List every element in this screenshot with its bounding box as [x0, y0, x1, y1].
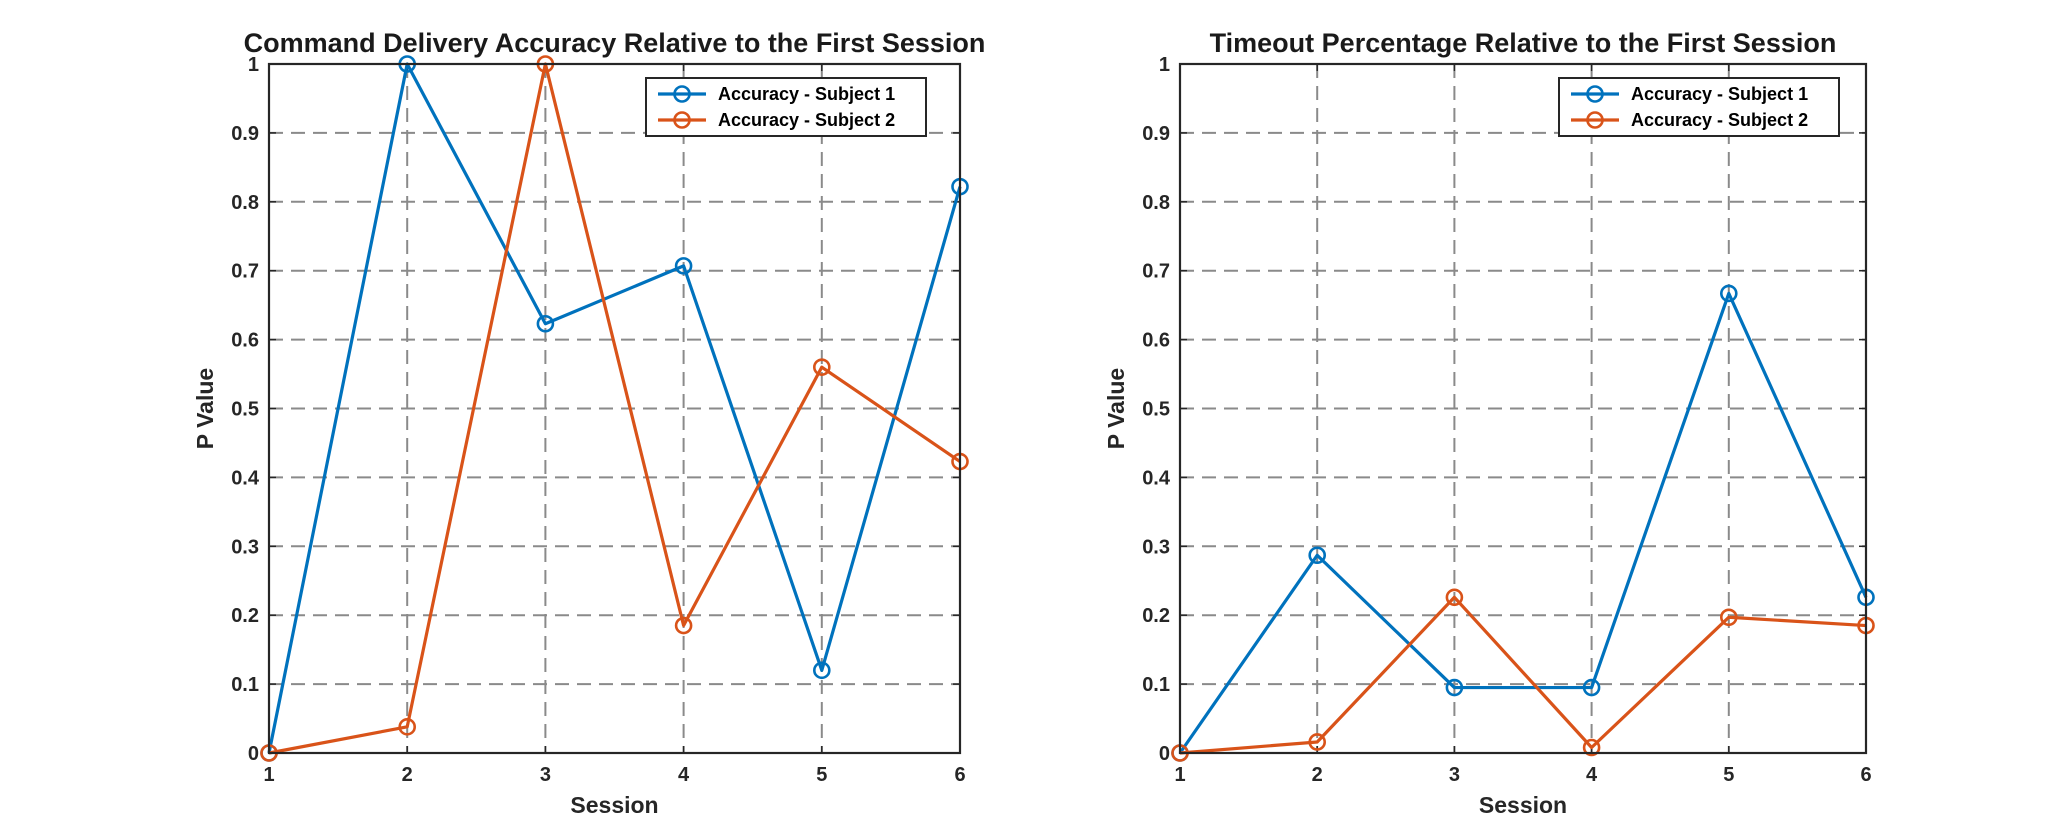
x-tick-label: 5 — [816, 764, 827, 786]
y-tick-label: 0.5 — [231, 399, 259, 421]
legend-marker — [673, 85, 691, 103]
y-tick-label: 0.8 — [1142, 192, 1170, 214]
series-line — [1179, 595, 1867, 755]
data-point — [812, 661, 831, 680]
y-tick-label: 0.1 — [1142, 674, 1170, 696]
chart-panel-right: 1 2 3 4 5 6 0 0.1 0.2 0.3 0.4 0.5 0.6 0.7 0.8 0.9 1 Timeo… — [1103, 28, 1875, 818]
x-axis-label: Session — [570, 792, 658, 818]
grid — [1180, 64, 1866, 753]
x-tick-label: 5 — [1723, 764, 1734, 786]
y-tick-label: 0.7 — [231, 261, 259, 283]
y-tick-label: 0.5 — [1142, 399, 1170, 421]
legend-box — [645, 77, 927, 137]
legend-label: Accuracy - Subject 1 — [1631, 84, 1808, 104]
data-point — [536, 314, 555, 333]
y-tick-label: 0.3 — [1142, 536, 1170, 558]
plot-area — [269, 64, 960, 753]
x-tick-label: 6 — [1860, 764, 1871, 786]
legend-item: Accuracy - Subject 2 — [1571, 110, 1808, 130]
y-axis-label: P Value — [1103, 368, 1129, 449]
y-tick-label: 0 — [1159, 743, 1170, 765]
y-tick-label: 1 — [248, 54, 259, 76]
axes-box — [267, 62, 962, 755]
x-tick-label: 1 — [1174, 764, 1185, 786]
legend-item: Accuracy - Subject 1 — [658, 84, 895, 104]
y-tick-label: 0 — [248, 743, 259, 765]
x-axis-label: Session — [1479, 792, 1567, 818]
data-point — [1720, 284, 1738, 303]
y-tick-label: 0.1 — [231, 674, 259, 696]
data-point — [1582, 738, 1601, 757]
data-point — [1720, 608, 1738, 627]
legend-marker — [1586, 85, 1604, 103]
y-tick-label: 0.9 — [1142, 123, 1170, 145]
y-tick-label: 1 — [1159, 54, 1170, 76]
y-tick-label: 0.2 — [1142, 605, 1170, 627]
y-tick-label: 0.9 — [231, 123, 259, 145]
data-point — [674, 616, 693, 635]
y-axis-label: P Value — [192, 368, 218, 449]
x-tick-label: 6 — [954, 764, 965, 786]
data-point — [1308, 546, 1326, 565]
data-point — [398, 718, 417, 736]
x-tick-label: 4 — [678, 764, 690, 786]
y-tick-label: 0.4 — [231, 467, 260, 489]
legend-marker — [1586, 111, 1604, 129]
data-point — [674, 257, 693, 275]
chart-title: Command Delivery Accuracy Relative to th… — [244, 28, 986, 58]
chart-panel-left: 1 2 3 4 5 600.10.20.30.40.50.60.70.80.91Comma… — [192, 28, 985, 818]
legend: Accuracy - Subject 1 Accuracy - Subject 2 — [1558, 77, 1840, 137]
y-tick-label: 0.3 — [231, 536, 259, 558]
y-tick-label: 0.2 — [231, 605, 259, 627]
legend-label: Accuracy - Subject 1 — [718, 84, 895, 104]
data-point — [1308, 733, 1326, 751]
data-point — [1582, 678, 1601, 697]
x-tick-label: 1 — [263, 764, 274, 786]
y-tick-label: 0.4 — [1142, 467, 1171, 489]
data-point — [1445, 678, 1464, 697]
y-tick-label: 0.6 — [1142, 330, 1170, 352]
legend-item: Accuracy - Subject 2 — [658, 110, 895, 130]
legend-box — [1558, 77, 1840, 137]
axes-box — [1178, 62, 1868, 755]
legend-item: Accuracy - Subject 1 — [1571, 84, 1808, 104]
series-line — [268, 62, 961, 755]
legend-label: Accuracy - Subject 2 — [718, 110, 895, 130]
y-tick-label: 0.8 — [231, 192, 259, 214]
y-tick-label: 0.7 — [1142, 261, 1170, 283]
series-line — [1178, 291, 1868, 754]
legend-marker — [673, 111, 691, 129]
x-tick-label: 3 — [1449, 764, 1460, 786]
chart-title: Timeout Percentage Relative to the First… — [1210, 28, 1837, 58]
legend-label: Accuracy - Subject 2 — [1631, 110, 1808, 130]
y-tick-label: 0.6 — [231, 330, 259, 352]
x-tick-label: 4 — [1586, 764, 1598, 786]
data-point — [812, 358, 831, 376]
x-tick-label: 2 — [402, 764, 413, 786]
x-tick-label: 3 — [540, 764, 551, 786]
series-line — [267, 62, 962, 754]
data-point — [1445, 588, 1464, 607]
x-tick-label: 2 — [1312, 764, 1323, 786]
legend: Accuracy - Subject 1 Accuracy - Subject 2 — [645, 77, 927, 137]
